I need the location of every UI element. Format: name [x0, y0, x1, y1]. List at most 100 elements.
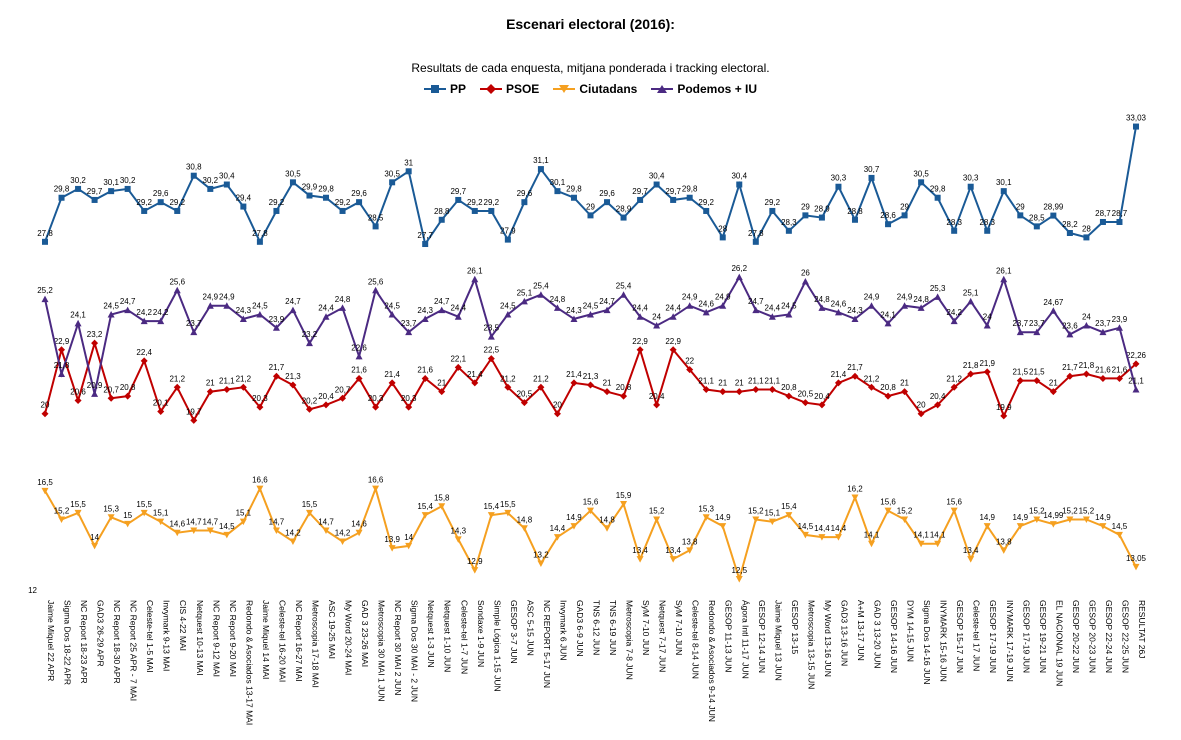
data-label-podemos-iu: 24,3	[847, 306, 863, 315]
data-label-ciutadans: 14,2	[285, 529, 301, 538]
category-label: GAD3 13-16 JUN	[839, 600, 849, 666]
data-label-psoe: 22,9	[632, 337, 648, 346]
data-point-pp	[802, 212, 809, 219]
data-label-pp: 27,8	[252, 229, 268, 238]
category-label: SyM 7-10 JUN	[674, 600, 684, 655]
data-label-pp: 28,5	[368, 213, 384, 222]
data-point-podemos-iu	[620, 291, 628, 298]
data-label-ciutadans: 14,9	[1095, 513, 1111, 522]
data-label-psoe: 21,4	[831, 370, 847, 379]
data-label-ciutadans: 15,4	[417, 502, 433, 511]
data-label-psoe: 21,2	[946, 374, 962, 383]
chart-subtitle: Resultats de cada enquesta, mitjana pond…	[411, 61, 770, 75]
data-point-ciutadans	[124, 520, 132, 528]
category-label: Metroscopia 30 MAI 1 JUN	[377, 600, 387, 702]
data-label-psoe: 20,3	[252, 394, 268, 403]
data-label-ciutadans: 15,2	[1079, 506, 1095, 515]
legend-marker-podemos-iu	[651, 85, 674, 93]
data-point-psoe	[1049, 388, 1057, 396]
data-label-podemos-iu: 24,5	[781, 302, 797, 311]
category-label: DYM 14-15 JUN	[906, 600, 916, 662]
data-point-psoe	[388, 379, 396, 387]
data-point-ciutadans	[636, 556, 644, 563]
data-label-pp: 29	[586, 202, 595, 211]
data-point-podemos-iu	[471, 275, 479, 283]
data-point-psoe	[1099, 374, 1107, 382]
data-point-ciutadans	[669, 556, 677, 563]
data-point-pp	[256, 238, 263, 245]
category-label: Sigma Dos 18-22 APR	[63, 600, 73, 685]
data-point-podemos-iu	[173, 286, 181, 294]
category-label: Redondo & Asociados 13-17 MAI	[244, 600, 254, 725]
data-point-ciutadans	[140, 509, 148, 517]
data-label-psoe: 21	[437, 379, 446, 388]
data-point-podemos-iu	[868, 302, 876, 309]
data-point-podemos-iu	[653, 322, 661, 329]
data-point-psoe	[256, 403, 264, 411]
data-point-podemos-iu	[256, 311, 264, 318]
data-point-podemos-iu	[702, 308, 710, 316]
data-point-pp	[223, 181, 230, 188]
data-point-ciutadans	[950, 507, 958, 515]
data-point-ciutadans	[372, 485, 380, 493]
data-label-ciutadans: 13,9	[384, 535, 400, 544]
data-point-podemos-iu	[421, 315, 429, 322]
data-label-ciutadans: 14,8	[599, 515, 615, 524]
data-point-ciutadans	[454, 536, 462, 543]
category-label: GESOP 3-7 JUN	[509, 600, 519, 664]
data-point-pp	[785, 227, 792, 234]
data-point-pp	[537, 166, 544, 173]
data-point-podemos-iu	[504, 311, 512, 318]
data-point-pp	[885, 221, 892, 228]
data-label-ciutadans: 15,2	[748, 506, 764, 515]
data-point-podemos-iu	[1115, 324, 1123, 331]
data-point-pp	[438, 216, 445, 223]
data-point-podemos-iu	[372, 286, 380, 294]
category-label: SyM 7-10 JUN	[641, 600, 651, 655]
data-point-pp	[306, 192, 313, 199]
data-label-pp: 29,2	[765, 198, 781, 207]
data-label-ciutadans: 14,5	[219, 522, 235, 531]
data-label-podemos-iu: 22,6	[351, 343, 367, 352]
data-point-podemos-iu	[140, 317, 148, 325]
category-label: Celeste-tel 8-14 JUN	[691, 600, 701, 679]
data-point-ciutadans	[1132, 563, 1140, 571]
data-label-ciutadans: 14,9	[715, 513, 731, 522]
data-point-psoe	[438, 388, 446, 396]
data-label-psoe: 21,4	[384, 370, 400, 379]
data-point-psoe	[983, 368, 991, 376]
data-point-ciutadans	[405, 542, 413, 550]
data-point-podemos-iu	[636, 313, 644, 320]
data-point-pp	[75, 185, 82, 192]
data-point-ciutadans	[41, 487, 49, 495]
data-point-pp	[174, 207, 181, 214]
data-label-pp: 28,7	[1112, 209, 1128, 218]
data-label-ciutadans: 16,2	[847, 484, 863, 493]
data-label-pp: 29,6	[153, 189, 169, 198]
data-label-pp: 30,2	[70, 176, 86, 185]
data-point-psoe	[719, 388, 727, 396]
data-label-psoe: 21,6	[1095, 365, 1111, 374]
data-label-psoe: 21,1	[765, 376, 781, 385]
data-point-psoe	[239, 383, 247, 391]
data-label-ciutadans: 16,6	[368, 476, 384, 485]
data-point-podemos-iu	[818, 304, 826, 311]
data-point-psoe	[752, 385, 760, 393]
data-label-podemos-iu: 24,4	[765, 304, 781, 313]
data-point-pp	[570, 194, 577, 201]
chart-title: Escenari electoral (2016):	[506, 16, 675, 32]
category-label: Jaime Miquel 13 JUN	[773, 600, 783, 681]
data-point-pp	[620, 214, 627, 221]
category-label: Jaime Miquel 22 APR	[46, 600, 56, 681]
category-label: NC Report 30 MAI 2 JUN	[393, 600, 403, 695]
category-label: Sigma Dos 30 MAI - 2 JUN	[410, 600, 420, 702]
category-label: A+M 13-17 JUN	[856, 600, 866, 661]
data-label-podemos-iu: 20,9	[87, 381, 103, 390]
data-label-pp: 28,9	[814, 205, 830, 214]
data-point-ciutadans	[438, 503, 446, 510]
data-point-ciutadans	[74, 509, 82, 517]
category-label: Netquest 7-17 JUN	[658, 600, 668, 672]
data-label-ciutadans: 14,1	[864, 531, 880, 540]
category-label: GESOP 15-17 JUN	[955, 600, 965, 673]
data-label-pp: 30,2	[203, 176, 219, 185]
